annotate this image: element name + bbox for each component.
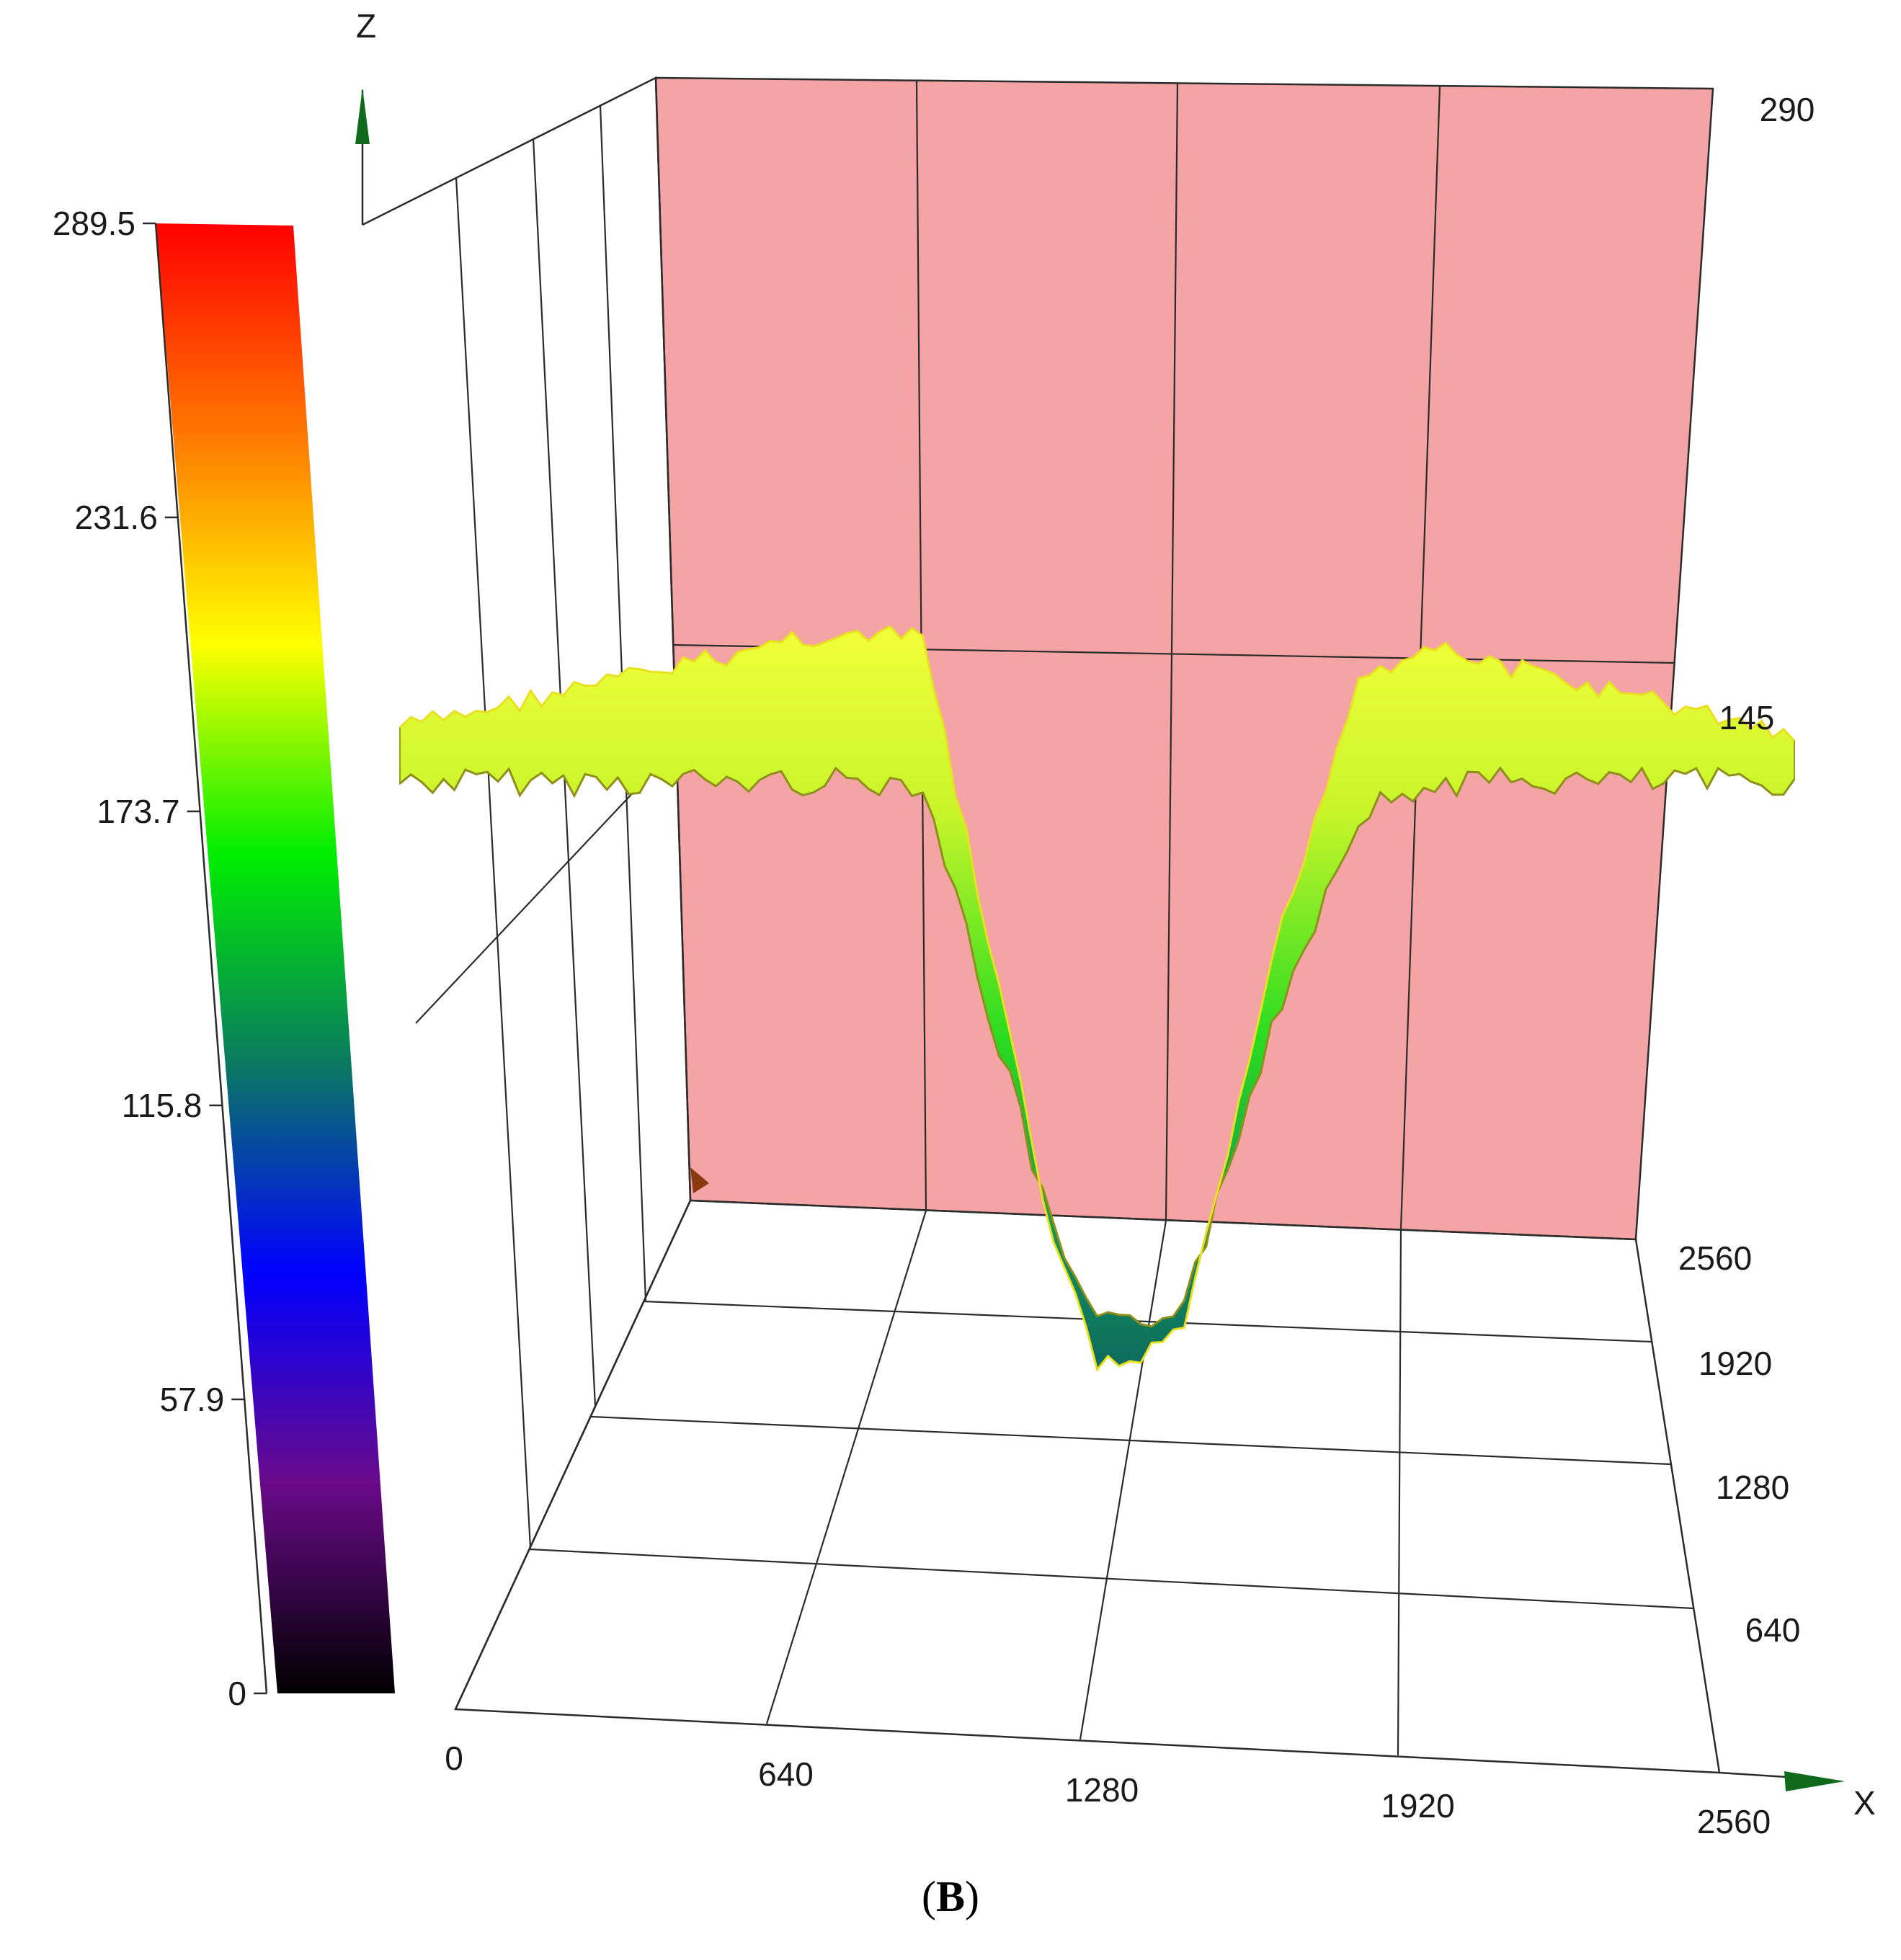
y-tick-label: 640: [1745, 1611, 1801, 1649]
back-wall: [656, 78, 1713, 1239]
colorbar-tick-label: 115.8: [122, 1087, 202, 1124]
colorbar-tick-label: 173.7: [97, 793, 179, 830]
x-tick-label: 1280: [1065, 1771, 1139, 1809]
figure-caption: (B): [922, 1873, 979, 1920]
surface-front-edge: [399, 766, 1796, 1328]
x-axis-label: X: [1853, 1784, 1876, 1822]
colorbar-ticks: 289.5 231.6 173.7 115.8 57.9 0: [53, 205, 267, 1712]
colorbar-tick-label: 289.5: [53, 205, 135, 242]
surface-mesh: [399, 625, 1796, 1372]
y-axis-ticks: 640 1280 1920 2560: [1678, 1239, 1801, 1649]
x-tick-label: 640: [758, 1755, 814, 1793]
z-axis-ticks: 145 290: [1719, 91, 1815, 736]
surface-ridge: [399, 625, 1796, 1372]
colorbar-tick-label: 231.6: [75, 499, 158, 536]
y-tick-label: 1920: [1699, 1345, 1772, 1382]
colorbar-tick-label: 57.9: [160, 1381, 225, 1418]
floor-grid: [454, 1167, 1845, 1791]
z-axis-arrow: [355, 88, 370, 144]
colorbar: [154, 223, 395, 1694]
x-tick-label: 2560: [1697, 1803, 1771, 1840]
x-axis-arrow: [1784, 1771, 1845, 1791]
z-tick-label: 145: [1719, 699, 1775, 736]
x-tick-label: 0: [445, 1740, 463, 1777]
z-axis-label: Z: [356, 7, 376, 45]
y-axis-arrow: [690, 1167, 709, 1193]
x-axis-ticks: 0 640 1280 1920 2560: [445, 1740, 1771, 1840]
left-wall-grid: [355, 76, 692, 1710]
colorbar-tick-label: 0: [228, 1675, 246, 1712]
y-tick-label: 1280: [1716, 1469, 1789, 1506]
z-tick-label: 290: [1760, 91, 1815, 128]
y-tick-label: 2560: [1678, 1239, 1752, 1277]
x-tick-label: 1920: [1381, 1787, 1454, 1825]
colorbar-gradient: [156, 223, 395, 1693]
